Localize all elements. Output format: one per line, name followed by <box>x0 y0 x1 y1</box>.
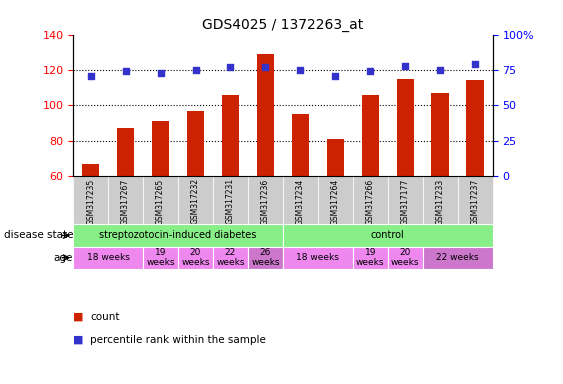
Bar <box>108 176 143 224</box>
Text: GSM317266: GSM317266 <box>366 178 375 225</box>
Point <box>401 63 410 69</box>
Bar <box>213 176 248 224</box>
Bar <box>178 176 213 224</box>
Bar <box>353 176 388 224</box>
Text: control: control <box>371 230 405 240</box>
Text: 18 weeks: 18 weeks <box>297 253 339 262</box>
Point <box>436 67 445 73</box>
Text: percentile rank within the sample: percentile rank within the sample <box>90 335 266 345</box>
Bar <box>466 81 484 176</box>
Point <box>366 68 375 74</box>
Bar <box>213 247 248 269</box>
Text: ■: ■ <box>73 335 84 345</box>
Point <box>191 67 200 73</box>
Bar <box>248 247 283 269</box>
Bar <box>152 121 169 176</box>
Bar <box>283 224 493 247</box>
Text: 20
weeks: 20 weeks <box>391 248 419 267</box>
Text: GSM317236: GSM317236 <box>261 178 270 225</box>
Bar <box>396 79 414 176</box>
Text: 26
weeks: 26 weeks <box>251 248 280 267</box>
Text: GSM317237: GSM317237 <box>471 178 480 225</box>
Point <box>261 64 270 70</box>
Bar <box>292 114 309 176</box>
Point <box>226 64 235 70</box>
Bar <box>222 94 239 176</box>
Bar <box>248 176 283 224</box>
Text: GSM317235: GSM317235 <box>86 178 95 225</box>
Text: ■: ■ <box>73 312 84 322</box>
Bar <box>178 247 213 269</box>
Text: GSM317232: GSM317232 <box>191 178 200 225</box>
Title: GDS4025 / 1372263_at: GDS4025 / 1372263_at <box>202 18 364 32</box>
Bar <box>73 224 283 247</box>
Text: age: age <box>54 253 73 263</box>
Bar <box>283 247 353 269</box>
Bar <box>73 247 143 269</box>
Bar <box>423 176 458 224</box>
Text: 18 weeks: 18 weeks <box>87 253 129 262</box>
Text: 22 weeks: 22 weeks <box>436 253 479 262</box>
Text: GSM317267: GSM317267 <box>121 178 130 225</box>
Bar <box>257 54 274 176</box>
Point <box>296 67 305 73</box>
Bar <box>73 176 108 224</box>
Text: 22
weeks: 22 weeks <box>216 248 245 267</box>
Bar <box>117 128 135 176</box>
Bar <box>458 176 493 224</box>
Point <box>86 73 95 79</box>
Bar <box>423 247 493 269</box>
Text: GSM317234: GSM317234 <box>296 178 305 225</box>
Bar <box>388 176 423 224</box>
Point <box>471 61 480 67</box>
Bar <box>361 94 379 176</box>
Text: 20
weeks: 20 weeks <box>181 248 210 267</box>
Point <box>156 70 165 76</box>
Bar <box>283 176 318 224</box>
Bar <box>431 93 449 176</box>
Text: GSM317233: GSM317233 <box>436 178 445 225</box>
Text: GSM317264: GSM317264 <box>331 178 340 225</box>
Bar <box>143 176 178 224</box>
Point <box>331 73 340 79</box>
Bar <box>353 247 388 269</box>
Text: count: count <box>90 312 119 322</box>
Bar <box>143 247 178 269</box>
Text: GSM317231: GSM317231 <box>226 178 235 225</box>
Bar <box>82 164 100 176</box>
Text: streptozotocin-induced diabetes: streptozotocin-induced diabetes <box>99 230 257 240</box>
Text: GSM317177: GSM317177 <box>401 178 410 225</box>
Text: 19
weeks: 19 weeks <box>356 248 385 267</box>
Text: 19
weeks: 19 weeks <box>146 248 175 267</box>
Text: disease state: disease state <box>4 230 73 240</box>
Point <box>121 68 130 74</box>
Bar <box>318 176 353 224</box>
Text: GSM317265: GSM317265 <box>156 178 165 225</box>
Bar <box>327 139 344 176</box>
Bar <box>388 247 423 269</box>
Bar <box>187 111 204 176</box>
